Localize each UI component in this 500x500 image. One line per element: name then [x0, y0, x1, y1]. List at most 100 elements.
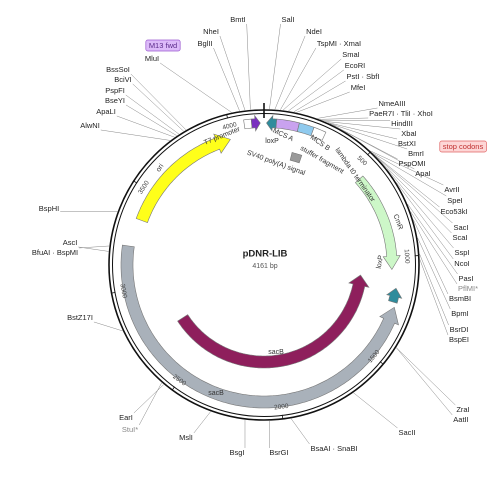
- terminator-box: [310, 126, 327, 141]
- site-label: BspEI: [449, 335, 469, 344]
- coordinate-label: 500: [355, 155, 368, 168]
- feature-label: sacB: [268, 349, 284, 356]
- site-label: BspHI: [39, 204, 59, 213]
- sv40-box: [289, 152, 303, 164]
- leader-line: [410, 211, 458, 285]
- site-label: BsmBI: [449, 294, 471, 303]
- leader-line: [419, 254, 449, 326]
- leader-line: [93, 321, 123, 332]
- site-label: BfuAI · BspMI: [32, 248, 78, 257]
- site-label: StuI*: [122, 425, 138, 434]
- leader-line: [376, 156, 453, 224]
- cmr-arrow: [354, 175, 401, 271]
- leader-line: [282, 58, 342, 111]
- leader-line: [317, 107, 378, 119]
- site-label: NdeI: [306, 27, 322, 36]
- site-label: ScaI: [452, 233, 467, 242]
- primer-label-box: [145, 39, 181, 52]
- t7-promoter-arrow: [250, 114, 261, 132]
- leader-line: [116, 115, 175, 138]
- site-label: NcoI: [454, 259, 469, 268]
- site-label: PstI · SbfI: [347, 72, 380, 81]
- site-label: BciVI: [114, 75, 132, 84]
- leader-line: [419, 259, 449, 336]
- site-label: PasI: [458, 274, 473, 283]
- loxp-top-arrow: [266, 114, 278, 132]
- leader-line: [319, 117, 369, 120]
- coordinate-label: 1000: [403, 249, 411, 264]
- leader-line: [386, 168, 454, 249]
- site-label: XbaI: [401, 129, 416, 138]
- site-label: SpeI: [447, 196, 462, 205]
- leader-line: [329, 123, 408, 150]
- leader-line: [412, 219, 449, 295]
- site-label: ZraI: [456, 405, 469, 414]
- sacb-inner-arrow: [177, 274, 370, 369]
- site-label: ApaI: [415, 169, 430, 178]
- site-label: SalI: [282, 15, 295, 24]
- leader-line: [370, 150, 444, 186]
- leader-line: [396, 182, 454, 260]
- leader-line: [417, 237, 451, 310]
- feature-label: loxP: [265, 138, 279, 145]
- site-label: Eco53kI: [440, 207, 467, 216]
- site-label: SspI: [454, 248, 469, 257]
- coordinate-tick: [133, 180, 138, 184]
- leader-line: [396, 347, 453, 416]
- coordinate-tick: [226, 114, 229, 119]
- site-label: BsrDI: [450, 325, 469, 334]
- site-label: HindIII: [391, 119, 413, 128]
- site-label: BssSoI: [106, 65, 130, 74]
- leader-line: [324, 121, 401, 130]
- leader-line: [269, 23, 281, 110]
- site-label: BglII: [197, 39, 212, 48]
- coordinate-tick: [379, 361, 384, 365]
- site-label: ApaLI: [96, 107, 116, 116]
- site-label: BpmI: [451, 309, 469, 318]
- leader-line: [246, 23, 251, 110]
- site-label: AlwNI: [80, 121, 100, 130]
- feature-label: sacB: [208, 390, 224, 397]
- primer-label: M13 fwd: [149, 41, 177, 50]
- leader-line: [132, 83, 184, 132]
- site-label: PaeR7I · TliI · XhoI: [369, 109, 433, 118]
- site-label: BmtI: [230, 15, 245, 24]
- leader-line: [290, 418, 310, 445]
- feature-label: lambda t0 terminator: [333, 147, 376, 204]
- site-label: BseYI: [105, 96, 125, 105]
- promoter-box: [243, 118, 253, 130]
- site-label: AatII: [453, 415, 468, 424]
- site-label: BstZ17I: [67, 313, 93, 322]
- leader-line: [219, 35, 246, 111]
- coordinate-tick: [367, 151, 371, 156]
- site-label: SmaI: [342, 50, 360, 59]
- feature-label: ori: [155, 163, 165, 174]
- leader-line: [213, 47, 240, 112]
- site-label: BsrGI: [269, 448, 288, 457]
- site-label: MfeI: [351, 83, 366, 92]
- plasmid-size: 4161 bp: [252, 263, 277, 270]
- leader-line: [407, 203, 458, 275]
- plasmid-name: pDNR-LIB: [243, 249, 288, 260]
- leader-line: [288, 69, 344, 112]
- site-label: BmrI: [408, 149, 424, 158]
- site-label: TspMI · XmaI: [317, 39, 361, 48]
- leader-line: [159, 62, 232, 113]
- leader-line: [334, 125, 415, 170]
- site-label: EcoRI: [345, 61, 365, 70]
- leader-line: [133, 384, 164, 414]
- leader-line: [193, 411, 211, 434]
- coordinate-label: 2000: [274, 403, 290, 412]
- leader-line: [280, 47, 317, 110]
- leader-line: [125, 94, 180, 135]
- coordinate-tick: [111, 291, 116, 294]
- leader-line: [372, 152, 447, 197]
- site-label: EarI: [119, 413, 133, 422]
- site-label: BsaAI · SnaBI: [310, 444, 357, 453]
- annotation-label-box: [439, 140, 487, 153]
- ori-arrow: [135, 133, 231, 223]
- site-label: AscI: [63, 238, 78, 247]
- sacb-arrow: [120, 244, 399, 409]
- leader-line: [327, 122, 398, 140]
